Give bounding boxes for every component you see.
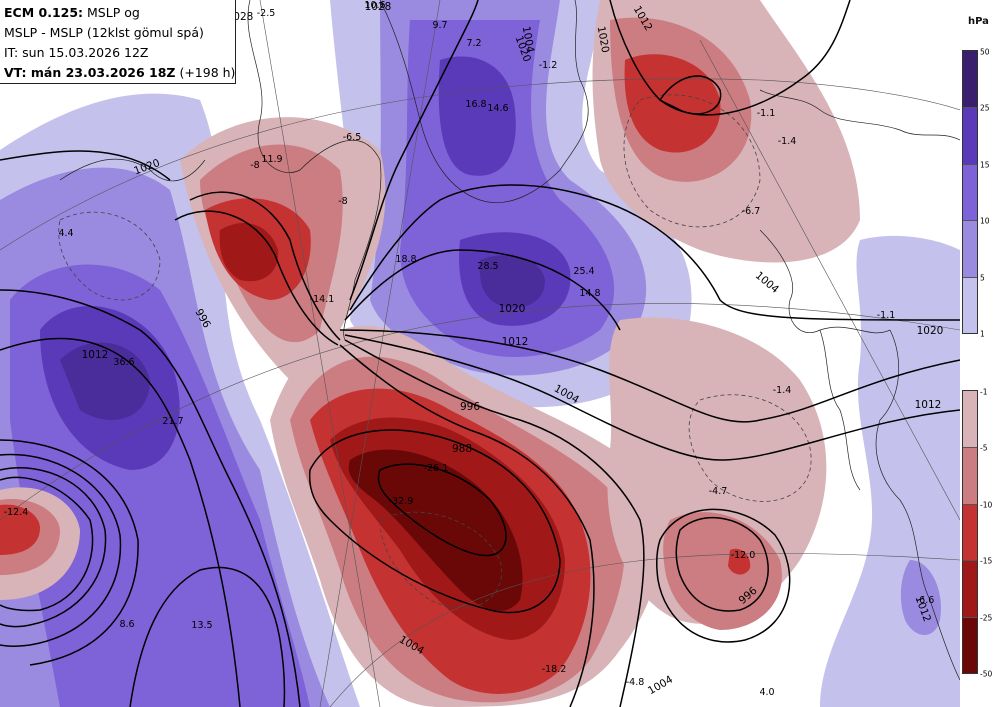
forecast-info-box: ECM 0.125: MSLP og MSLP - MSLP (12klst g…	[0, 0, 236, 84]
isobar-label: 1020	[499, 303, 526, 315]
difference-label: -2.5	[257, 8, 276, 19]
difference-label: 28.5	[477, 261, 498, 272]
legend-negative-swatch	[963, 447, 977, 504]
difference-label: -26.1	[424, 463, 449, 474]
difference-label: -1.4	[773, 385, 792, 396]
difference-label: -4.8	[626, 677, 645, 688]
legend-negative-tick-label: -15	[980, 556, 993, 566]
difference-label: 7.2	[466, 38, 481, 49]
isobar-label: 1020	[595, 25, 611, 53]
legend-positive-colorbar	[962, 50, 978, 334]
isobar-label: 1012	[502, 336, 529, 348]
difference-label: 16.8	[465, 99, 486, 110]
difference-label: 21.7	[162, 416, 183, 427]
difference-label: -4.7	[709, 486, 728, 497]
isobar-label: 996	[460, 401, 480, 413]
legend-positive-tick-label: 10	[980, 216, 990, 226]
difference-label: -12.4	[4, 507, 29, 518]
isobar-label: 1004	[520, 25, 537, 54]
legend-positive-tick-label: 5	[980, 273, 985, 283]
difference-label: 11.9	[261, 154, 282, 165]
difference-label: -18.2	[542, 664, 567, 675]
legend-positive-swatch	[963, 163, 977, 221]
difference-label: -32.9	[389, 496, 414, 507]
difference-label: -1.1	[877, 310, 896, 321]
legend-positive-swatch	[963, 220, 977, 277]
legend-negative-tick-label: -5	[980, 443, 988, 453]
legend-unit-label: hPa	[968, 16, 989, 27]
valid-time: VT: mán 23.03.2026 18Z (+198 h)	[4, 63, 235, 83]
isobar-label: 1012	[82, 349, 109, 361]
isobar-label: 1020	[917, 325, 944, 337]
model-field: MSLP og	[83, 5, 140, 20]
legend-negative-tick-label: -50	[980, 669, 993, 679]
isobar-label: 1012	[915, 399, 942, 411]
difference-label: 14.8	[579, 288, 600, 299]
difference-label: 4.0	[759, 687, 774, 698]
difference-label: -6.6	[916, 595, 935, 606]
legend-positive-tick-label: 15	[980, 160, 990, 170]
legend-negative-swatch	[963, 560, 977, 617]
difference-label: -1.4	[778, 136, 797, 147]
isobars	[0, 0, 960, 707]
difference-label: 18.8	[395, 254, 416, 265]
difference-label: -6.5	[343, 132, 362, 143]
legend-positive-swatch	[963, 276, 977, 333]
difference-label: 25.4	[573, 266, 594, 277]
model-title: ECM 0.125: MSLP og	[4, 3, 235, 23]
weather-map: 1020101210201012100499698810049961004102…	[0, 0, 960, 707]
difference-label: 36.6	[113, 357, 134, 368]
legend-negative-tick-label: -25	[980, 613, 993, 623]
difference-labels: -2.510.69.77.2-1.2-1.1-1.4-6.5-811.9-816…	[4, 0, 935, 698]
legend-positive-tick-label: 50	[980, 47, 990, 57]
difference-label: 14.6	[487, 103, 508, 114]
difference-label: -14.1	[310, 294, 335, 305]
legend-negative-tick-label: -10	[980, 500, 993, 510]
field-description: MSLP - MSLP (12klst gömul spá)	[4, 25, 204, 40]
difference-label: -6.7	[742, 206, 761, 217]
legend-positive-swatch	[963, 51, 977, 108]
legend-positive-swatch	[963, 107, 977, 164]
difference-contours	[58, 94, 812, 609]
difference-label: 10.6	[364, 0, 385, 11]
difference-label: -1.1	[757, 108, 776, 119]
isobar-label: 1028	[365, 1, 392, 13]
model-name: ECM 0.125:	[4, 5, 84, 20]
legend-positive-tick-label: 25	[980, 103, 990, 113]
legend-negative-colorbar	[962, 390, 978, 674]
difference-label: -12.0	[731, 550, 756, 561]
legend-negative-swatch	[963, 391, 977, 448]
difference-label: -8	[338, 196, 347, 207]
legend-positive-tick-label: 1	[980, 329, 985, 339]
difference-label: 9.7	[432, 20, 447, 31]
legend-negative-swatch	[963, 616, 977, 673]
initial-time: IT: sun 15.03.2026 12Z	[4, 45, 149, 60]
legend-negative-tick-label: -1	[980, 387, 988, 397]
difference-label: 8.6	[119, 619, 134, 630]
difference-label: 4.4	[58, 228, 73, 239]
legend-negative-swatch	[963, 503, 977, 561]
difference-label: -1.2	[539, 60, 558, 71]
difference-label: 13.5	[191, 620, 212, 631]
isobar-label: 988	[452, 443, 472, 455]
valid-time-value: VT: mán 23.03.2026 18Z	[4, 65, 176, 80]
forecast-hour: (+198 h)	[175, 65, 236, 80]
difference-label: -8	[250, 160, 259, 171]
coastlines	[59, 0, 960, 681]
